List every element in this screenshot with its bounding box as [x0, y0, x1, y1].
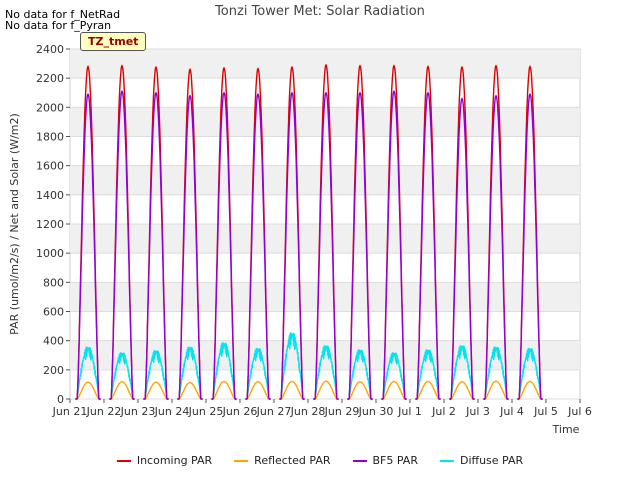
y-tick-label: 1200 [36, 218, 64, 231]
y-tick-label: 2400 [36, 43, 64, 56]
grid-band [70, 224, 580, 254]
series-line-diffuse-par [75, 346, 101, 400]
series-line-reflected-par [313, 380, 339, 400]
series-line-diffuse-par [211, 342, 237, 400]
x-tick-label: Jun 28 [290, 405, 326, 418]
y-tick-label: 1000 [36, 247, 64, 260]
series-line-bf5-par [279, 91, 305, 400]
series-line-reflected-par [381, 380, 407, 400]
series-line-reflected-par [75, 381, 101, 400]
series-line-reflected-par [211, 380, 237, 400]
legend-swatch-incoming-par [116, 459, 131, 462]
x-tick-label: Jul 1 [397, 405, 422, 418]
x-tick-label: Jun 26 [222, 405, 258, 418]
no-data-note-netrad: No data for f_NetRad [5, 8, 121, 21]
series-line-reflected-par [415, 380, 441, 400]
legend-item-bf5-par: BF5 PAR [352, 454, 418, 467]
series-line-reflected-par [449, 381, 475, 400]
x-tick-label: Jul 6 [567, 405, 592, 418]
series-line-diffuse-par [415, 349, 441, 400]
y-tick-label: 2000 [36, 101, 64, 114]
y-tick-label: 1600 [36, 160, 64, 173]
x-tick-label: Jun 25 [188, 405, 224, 418]
series-line-bf5-par [415, 91, 441, 400]
series-line-diffuse-par [245, 347, 271, 400]
y-tick-label: 800 [43, 276, 64, 289]
grid-band [70, 107, 580, 137]
series-line-bf5-par [449, 97, 475, 400]
series-line-diffuse-par [449, 345, 475, 400]
series-line-diffuse-par [279, 332, 305, 400]
series-line-bf5-par [517, 92, 543, 400]
series-line-bf5-par [109, 90, 135, 400]
x-tick-label: Jun 22 [86, 405, 122, 418]
series-line-diffuse-par [313, 345, 339, 400]
series-line-reflected-par [347, 381, 373, 400]
legend-swatch-bf5-par [352, 459, 367, 462]
series-line-bf5-par [483, 94, 509, 400]
legend-item-incoming-par: Incoming PAR [116, 454, 213, 467]
legend-item-reflected-par: Reflected PAR [234, 454, 331, 467]
series-line-reflected-par [109, 381, 135, 400]
series-line-reflected-par [279, 380, 305, 400]
x-tick-label: Jul 3 [465, 405, 490, 418]
x-tick-label: Jul 4 [499, 405, 524, 418]
series-line-reflected-par [245, 381, 271, 400]
series-line-bf5-par [211, 91, 237, 400]
x-tick-label: Jun 23 [120, 405, 156, 418]
legend: Incoming PAR Reflected PAR BF5 PAR Diffu… [0, 454, 640, 467]
series-line-bf5-par [177, 94, 203, 400]
grid-band [70, 165, 580, 195]
legend-label-incoming-par: Incoming PAR [136, 454, 213, 467]
x-tick-label: Jun 29 [324, 405, 360, 418]
series-line-diffuse-par [109, 352, 135, 400]
series-line-bf5-par [313, 91, 339, 400]
legend-label-diffuse-par: Diffuse PAR [459, 454, 524, 467]
y-tick-label: 2200 [36, 72, 64, 85]
no-data-note-pyran: No data for f_Pyran [5, 19, 112, 32]
y-tick-label: 400 [43, 335, 64, 348]
series-line-reflected-par [143, 381, 169, 400]
series-line-bf5-par [143, 91, 169, 400]
legend-label-reflected-par: Reflected PAR [254, 454, 331, 467]
x-axis-ticks: Jun 21 Jun 22 Jun 23 Jun 24 Jun 25 Jun 26 Jun … [52, 399, 592, 418]
y-axis-label: PAR (umol/m2/s) / Net and Solar (W/m2) [8, 113, 21, 335]
legend-item-diffuse-par: Diffuse PAR [439, 454, 524, 467]
series-layer [75, 63, 543, 400]
series-line-reflected-par [483, 380, 509, 400]
series-line-bf5-par [75, 92, 101, 400]
y-tick-label: 1800 [36, 131, 64, 144]
x-tick-label: Jun 21 [52, 405, 88, 418]
x-tick-label: Jul 5 [533, 405, 558, 418]
legend-swatch-reflected-par [234, 459, 249, 462]
series-line-diffuse-par [177, 346, 203, 400]
series-line-diffuse-par [483, 346, 509, 400]
y-tick-label: 0 [57, 393, 64, 406]
series-line-bf5-par [381, 90, 407, 400]
y-tick-label: 200 [43, 364, 64, 377]
x-tick-label: Jun 27 [256, 405, 292, 418]
series-line-diffuse-par [381, 352, 407, 400]
series-line-diffuse-par [347, 349, 373, 400]
y-axis-ticks: 0 200 400 600 800 1000 1200 1400 1600 1800 2000 220… [36, 43, 70, 406]
series-line-bf5-par [245, 92, 271, 400]
legend-label-bf5-par: BF5 PAR [372, 454, 418, 467]
grid-bands [70, 49, 580, 370]
y-tick-label: 600 [43, 306, 64, 319]
x-axis-label: Time [552, 423, 580, 436]
series-line-diffuse-par [517, 347, 543, 400]
x-tick-label: Jul 2 [431, 405, 456, 418]
x-tick-label: Jun 30 [358, 405, 394, 418]
site-badge: TZ_tmet [80, 32, 147, 51]
series-line-bf5-par [347, 91, 373, 400]
series-line-reflected-par [177, 382, 203, 400]
y-tick-label: 1400 [36, 189, 64, 202]
chart-title: Tonzi Tower Met: Solar Radiation [215, 4, 425, 19]
grid-band [70, 282, 580, 312]
series-line-reflected-par [517, 380, 543, 400]
series-line-diffuse-par [143, 350, 169, 400]
x-tick-label: Jun 24 [154, 405, 190, 418]
legend-swatch-diffuse-par [439, 459, 454, 462]
